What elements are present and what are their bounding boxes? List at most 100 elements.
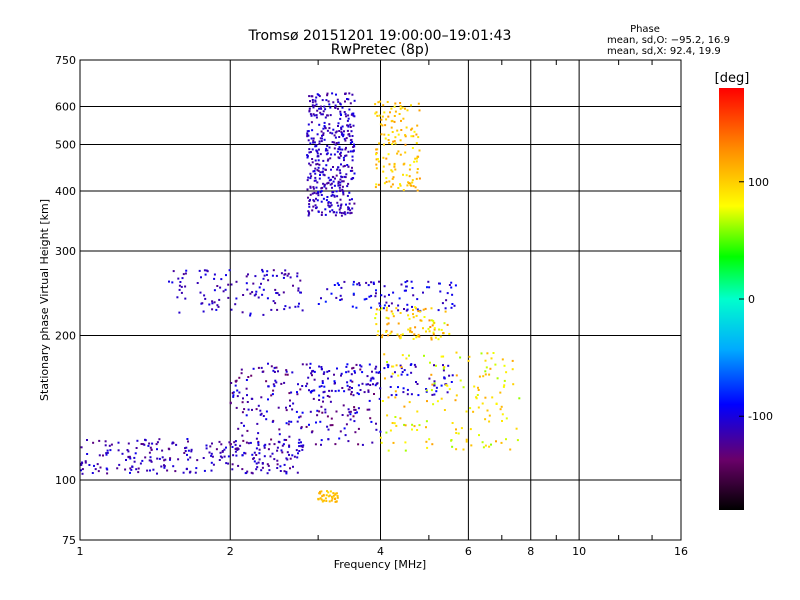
data-point	[379, 387, 382, 390]
data-point	[390, 107, 393, 110]
data-point	[180, 291, 183, 294]
data-point	[312, 106, 315, 109]
data-point	[326, 490, 328, 493]
data-point	[385, 431, 388, 434]
data-point	[317, 94, 320, 96]
data-point	[450, 286, 453, 289]
x-tick-label: 6	[465, 545, 472, 558]
data-point	[468, 355, 471, 358]
data-point	[383, 143, 385, 146]
data-point	[398, 113, 401, 115]
data-point	[287, 272, 290, 275]
data-point	[174, 470, 177, 473]
data-point	[298, 450, 301, 452]
data-point	[309, 164, 312, 167]
data-point	[283, 470, 286, 473]
data-point	[410, 363, 413, 366]
data-point	[392, 291, 395, 294]
data-point	[416, 157, 418, 160]
data-point	[350, 211, 353, 214]
data-point	[385, 157, 388, 160]
data-point	[98, 454, 101, 457]
data-point	[341, 188, 344, 191]
data-point	[287, 423, 290, 426]
data-point	[405, 126, 408, 129]
data-point	[102, 454, 104, 457]
data-point	[343, 111, 346, 113]
data-point	[348, 191, 351, 194]
data-point	[387, 396, 390, 399]
data-point	[286, 451, 289, 454]
data-point	[350, 373, 353, 376]
data-point	[450, 306, 453, 309]
data-point	[383, 182, 386, 185]
data-point	[368, 408, 371, 411]
data-point	[276, 449, 279, 452]
data-point	[271, 274, 274, 277]
data-point	[254, 293, 257, 296]
data-point	[323, 183, 326, 186]
data-point	[127, 450, 130, 453]
data-point	[416, 298, 419, 301]
data-point	[410, 184, 413, 187]
data-point	[257, 296, 260, 299]
data-point	[149, 456, 152, 459]
data-point	[245, 414, 248, 417]
data-point	[379, 304, 382, 307]
data-point	[381, 334, 384, 337]
data-point	[345, 203, 347, 206]
data-point	[353, 420, 356, 423]
data-point	[446, 292, 449, 295]
data-point	[339, 184, 342, 187]
data-point	[310, 137, 313, 140]
data-point	[433, 327, 436, 330]
data-point	[501, 358, 504, 361]
data-point	[387, 115, 390, 118]
data-point	[403, 162, 406, 165]
data-point	[247, 273, 249, 276]
data-point	[422, 308, 425, 311]
data-point	[515, 427, 518, 430]
data-point	[399, 336, 402, 339]
data-point	[296, 272, 299, 275]
data-point	[405, 174, 408, 177]
data-point	[319, 497, 322, 500]
data-point	[392, 176, 395, 179]
data-point	[316, 109, 319, 112]
data-point	[211, 442, 213, 445]
data-point	[316, 162, 319, 165]
data-point	[187, 440, 189, 443]
data-point	[257, 444, 260, 446]
data-point	[336, 496, 339, 499]
data-point	[175, 443, 178, 446]
data-point	[265, 380, 268, 383]
data-point	[321, 99, 324, 102]
y-tick-label: 100	[55, 474, 76, 487]
data-point	[399, 184, 402, 187]
data-point	[390, 375, 393, 378]
data-point	[340, 298, 343, 301]
data-point	[501, 420, 503, 422]
data-point	[300, 427, 303, 430]
data-point	[309, 177, 312, 180]
data-point	[430, 307, 433, 310]
data-point	[285, 457, 288, 460]
data-point	[419, 319, 422, 322]
data-point	[351, 112, 354, 115]
data-point	[254, 275, 257, 278]
data-point	[397, 374, 400, 377]
data-point	[223, 455, 226, 458]
data-point	[321, 211, 323, 214]
data-point	[346, 381, 349, 384]
data-point	[403, 369, 406, 372]
data-point	[347, 440, 350, 443]
data-point	[391, 183, 394, 186]
data-point	[505, 438, 507, 441]
data-point	[171, 441, 174, 444]
data-point	[309, 151, 312, 153]
data-point	[163, 465, 166, 467]
data-point	[370, 281, 373, 284]
data-point	[169, 457, 172, 460]
data-point	[380, 118, 383, 121]
data-point	[406, 393, 409, 396]
